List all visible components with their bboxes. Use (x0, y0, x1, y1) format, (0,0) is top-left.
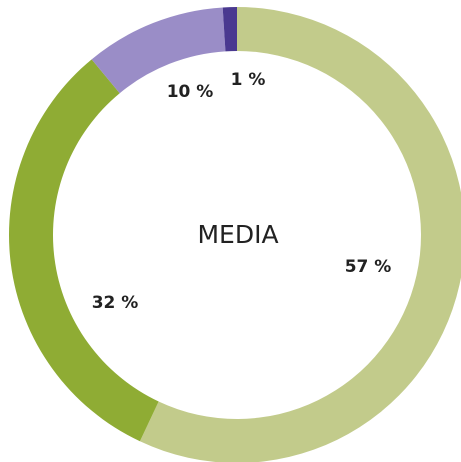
value-label: 57 % (345, 257, 392, 277)
donut-segment (8, 59, 159, 442)
value-label: 10 % (167, 82, 214, 102)
value-label: 32 % (92, 293, 139, 313)
value-label: 1 % (231, 70, 266, 90)
donut (8, 7, 461, 462)
donut-segment (222, 7, 237, 52)
center-label: MEDIA (197, 220, 278, 249)
donut-segment (139, 7, 461, 462)
donut-segment (91, 7, 226, 94)
